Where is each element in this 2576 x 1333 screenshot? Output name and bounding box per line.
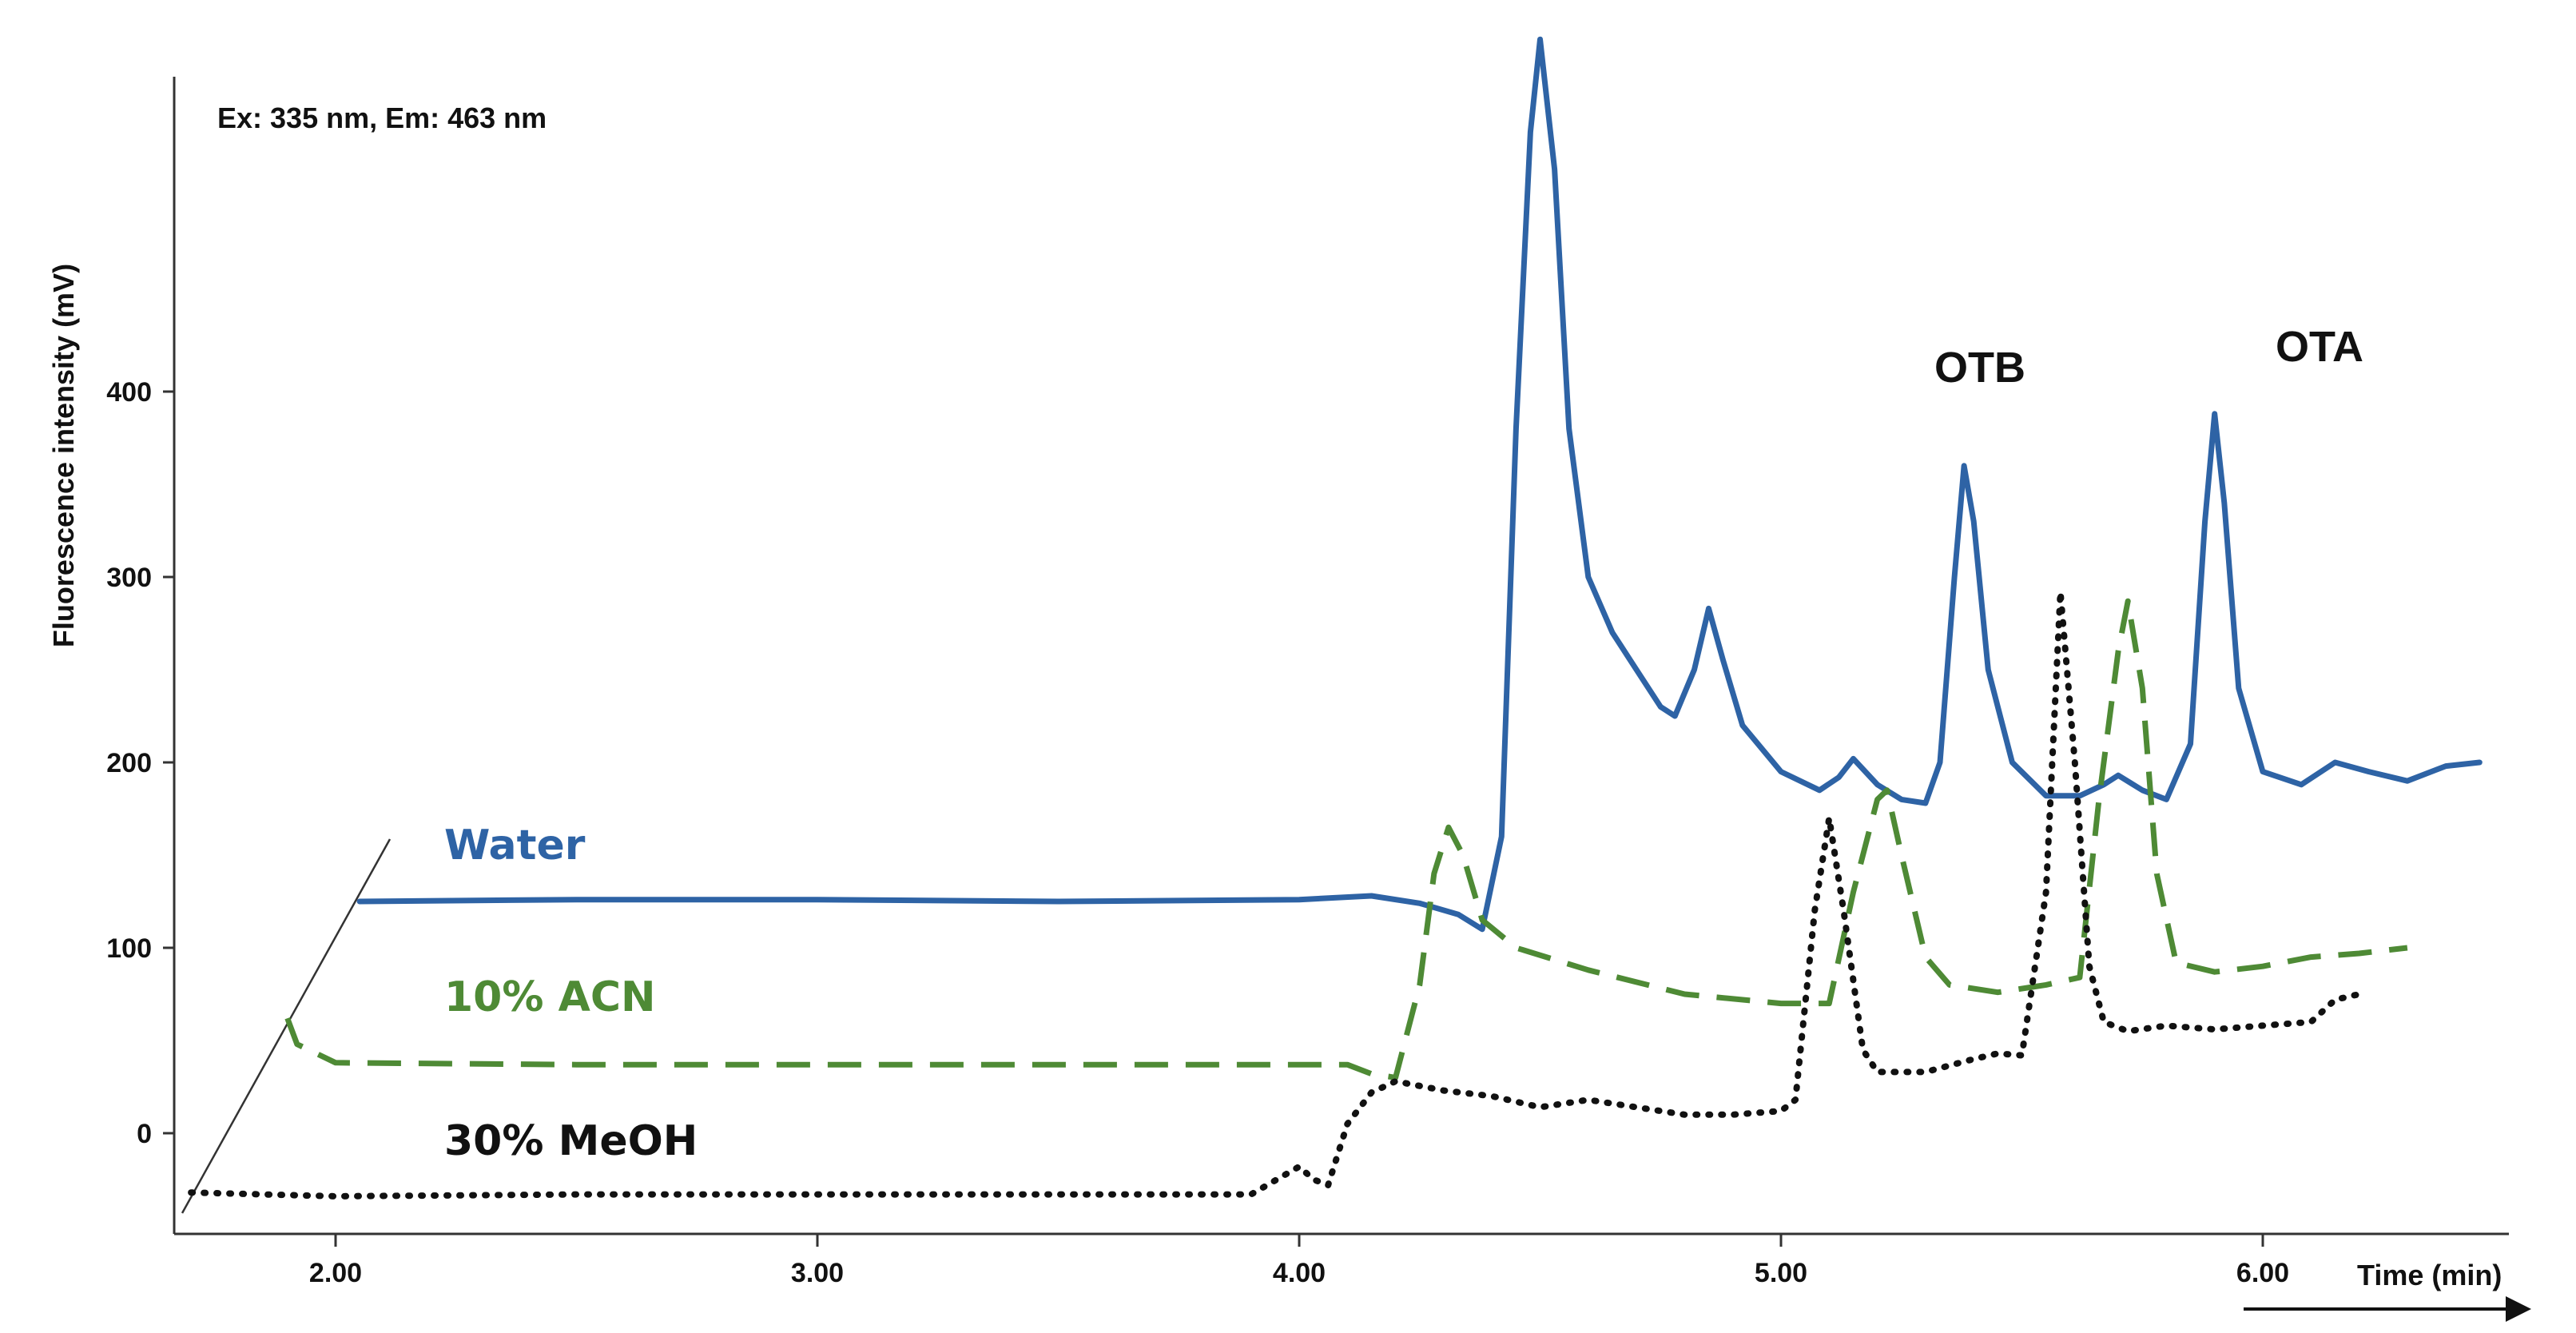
series-label-meoh: 30% MeOH bbox=[444, 1117, 698, 1165]
y-axis-label: Fluorescence intensity (mV) bbox=[47, 264, 80, 647]
series-label-water: Water bbox=[444, 822, 586, 869]
y-tick-label: 100 bbox=[106, 933, 152, 964]
time-arrow-head bbox=[2506, 1296, 2531, 1322]
x-tick-label: 6.00 bbox=[2236, 1258, 2289, 1288]
series-label-acn: 10% ACN bbox=[444, 973, 656, 1021]
y-tick-label: 400 bbox=[106, 377, 152, 408]
x-tick-label: 2.00 bbox=[309, 1258, 362, 1288]
x-tick-label: 4.00 bbox=[1273, 1258, 1326, 1288]
peak-label-otb: OTB bbox=[1934, 344, 2025, 392]
y-tick-group: 0 100 200 300 400 bbox=[106, 377, 174, 1149]
x-tick-label: 5.00 bbox=[1755, 1258, 1807, 1288]
meoh-trace bbox=[188, 588, 2363, 1200]
x-tick-label: 3.00 bbox=[791, 1258, 844, 1288]
x-axis-label: Time (min) bbox=[2357, 1259, 2502, 1291]
acn-trace bbox=[284, 598, 2408, 1080]
peak-label-ota: OTA bbox=[2276, 323, 2363, 371]
series-layer bbox=[188, 36, 2483, 1200]
depth-axis bbox=[181, 838, 392, 1214]
x-tick-group: 2.00 3.00 4.00 5.00 6.00 bbox=[309, 1234, 2289, 1288]
y-tick-label: 0 bbox=[137, 1119, 152, 1149]
y-tick-label: 200 bbox=[106, 748, 152, 778]
wavelength-annotation: Ex: 335 nm, Em: 463 nm bbox=[217, 101, 547, 134]
y-tick-label: 300 bbox=[106, 563, 152, 593]
water-trace bbox=[356, 36, 2483, 933]
